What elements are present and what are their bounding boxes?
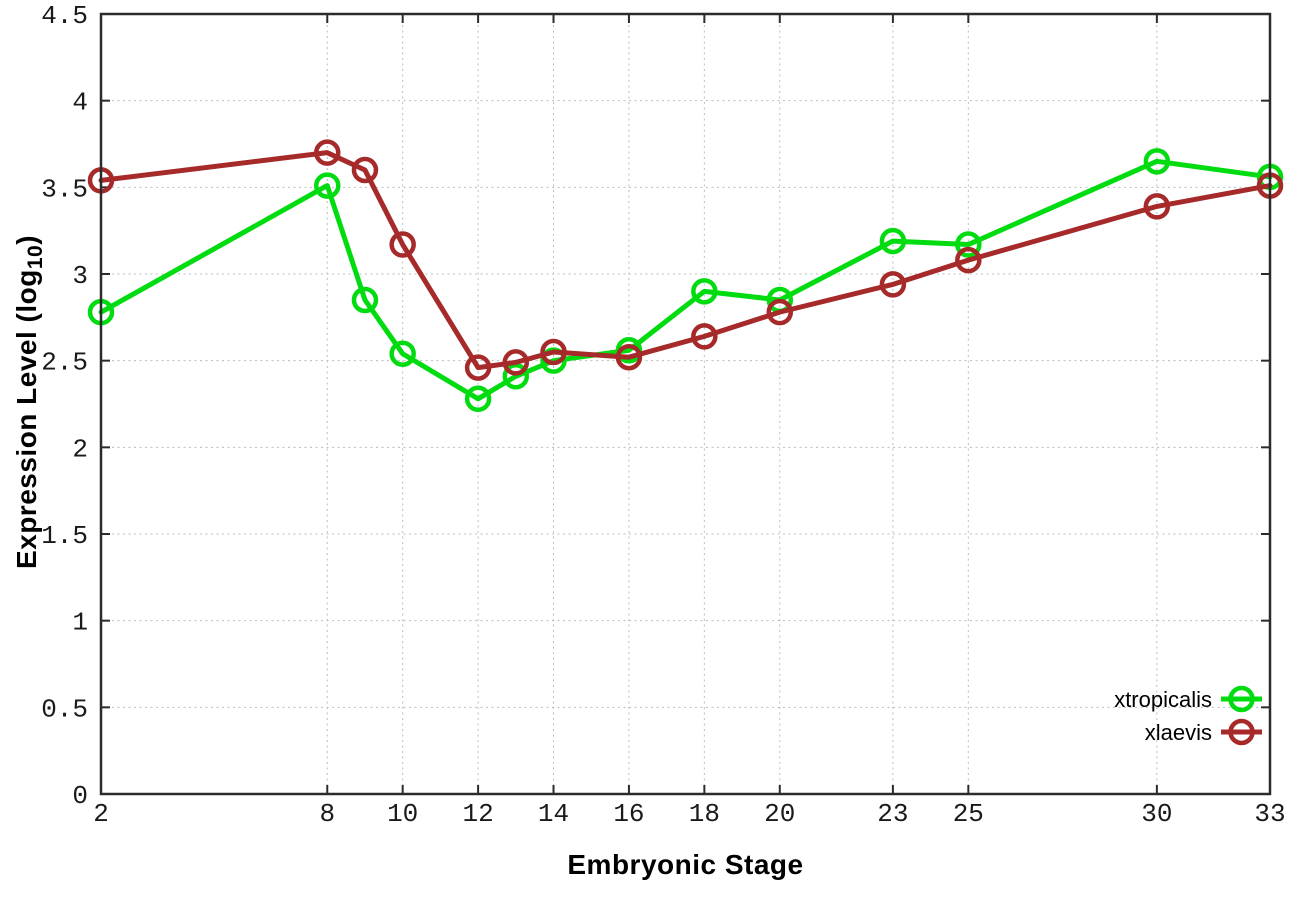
y-axis-label-text: Expression Level (log (11, 269, 42, 570)
x-tick-label: 2 (93, 799, 109, 829)
data-point-xtropicalis (691, 278, 718, 305)
x-tick-labels: 2 8 10 12 14 16 18 20 23 25 30 33 (93, 799, 1285, 829)
data-point-xlaevis (691, 323, 718, 350)
y-tick-label: 4.5 (41, 1, 88, 31)
legend-marker-xlaevis (1228, 718, 1255, 746)
legend: xtropicalis xlaevis (1114, 685, 1262, 746)
x-tick-label: 30 (1141, 799, 1172, 829)
x-tick-label: 23 (877, 799, 908, 829)
data-point-xtropicalis (502, 363, 530, 390)
x-tick-label: 16 (613, 799, 644, 829)
data-point-xtropicalis (389, 340, 416, 367)
y-tick-label: 3.5 (41, 174, 88, 204)
y-tick-label: 0.5 (41, 694, 88, 724)
grid-lines (101, 14, 1270, 794)
y-tick-label: 2.5 (41, 348, 88, 378)
y-axis-label-close: ) (11, 234, 42, 245)
y-tick-label: 4 (72, 88, 88, 118)
legend-label-xtropicalis: xtropicalis (1114, 687, 1212, 712)
series-xlaevis (87, 139, 1284, 381)
data-point-xlaevis (464, 354, 492, 381)
series-line-xlaevis (98, 150, 1273, 371)
x-axis-label-text: Embryonic Stage (567, 849, 804, 880)
y-tick-labels: 0 0.5 1 1.5 2 2.5 3 3.5 4 4.5 (41, 1, 88, 811)
y-axis-label: Expression Level (log10) (11, 234, 47, 570)
x-tick-label: 25 (953, 799, 984, 829)
x-tick-label: 33 (1254, 799, 1285, 829)
data-point-xlaevis (540, 338, 567, 366)
x-tick-label: 20 (764, 799, 795, 829)
data-point-xlaevis (314, 139, 341, 166)
data-point-xlaevis (502, 349, 530, 376)
data-point-xtropicalis (314, 172, 341, 199)
plot-border (99, 12, 1272, 796)
data-point-xlaevis (615, 343, 643, 371)
y-tick-label: 3 (72, 261, 88, 291)
data-point-xtropicalis (351, 286, 379, 314)
x-tick-label: 10 (387, 799, 418, 829)
y-tick-label: 2 (72, 434, 88, 464)
series-xtropicalis (87, 148, 1284, 413)
y-tick-label: 1 (72, 608, 88, 638)
data-point-xlaevis (1143, 193, 1171, 220)
legend-label-xlaevis: xlaevis (1145, 720, 1212, 745)
data-point-xlaevis (955, 246, 982, 274)
y-tick-label: 0 (72, 781, 88, 811)
y-tick-label: 1.5 (41, 521, 88, 551)
x-tick-label: 18 (689, 799, 720, 829)
data-point-xtropicalis (879, 227, 907, 255)
data-point-xlaevis (766, 298, 794, 326)
data-point-xlaevis (879, 271, 907, 298)
tick-marks (100, 13, 1271, 795)
x-axis-label: Embryonic Stage (101, 849, 1270, 881)
x-tick-label: 14 (538, 799, 569, 829)
data-point-xtropicalis (464, 385, 492, 413)
data-point-xlaevis (351, 156, 379, 184)
series-line-xtropicalis (98, 158, 1273, 402)
y-axis-label-subscript: 10 (24, 244, 47, 270)
legend-marker-xtropicalis (1228, 685, 1255, 713)
x-tick-label: 8 (319, 799, 335, 829)
data-point-xlaevis (389, 231, 416, 258)
x-tick-label: 12 (462, 799, 493, 829)
data-point-xtropicalis (1143, 148, 1171, 175)
data-point-xtropicalis (955, 231, 982, 258)
